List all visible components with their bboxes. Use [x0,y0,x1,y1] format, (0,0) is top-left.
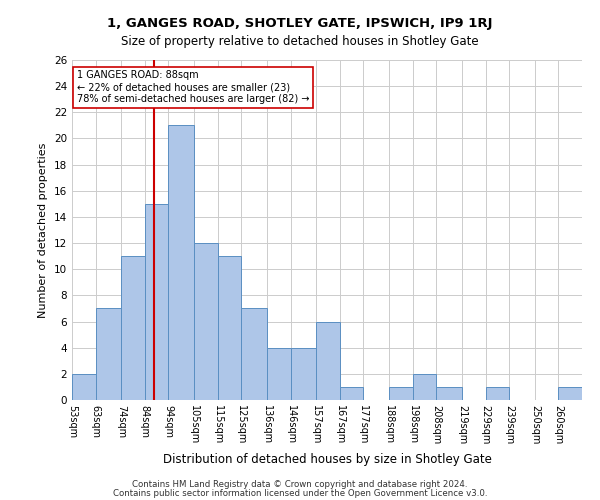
Bar [413,374,436,400]
Bar [389,387,413,400]
Bar [559,387,582,400]
X-axis label: Distribution of detached houses by size in Shotley Gate: Distribution of detached houses by size … [163,452,491,466]
Bar [95,308,121,400]
Text: Size of property relative to detached houses in Shotley Gate: Size of property relative to detached ho… [121,35,479,48]
Bar [218,256,241,400]
Bar [241,308,267,400]
Bar [194,243,218,400]
Bar [316,322,340,400]
Bar [290,348,316,400]
Bar [169,126,194,400]
Text: Contains HM Land Registry data © Crown copyright and database right 2024.: Contains HM Land Registry data © Crown c… [132,480,468,489]
Bar [145,204,169,400]
Y-axis label: Number of detached properties: Number of detached properties [38,142,49,318]
Bar [267,348,290,400]
Bar [121,256,145,400]
Bar [72,374,95,400]
Bar [340,387,364,400]
Text: 1 GANGES ROAD: 88sqm
← 22% of detached houses are smaller (23)
78% of semi-detac: 1 GANGES ROAD: 88sqm ← 22% of detached h… [77,70,309,104]
Bar [436,387,462,400]
Bar [485,387,509,400]
Text: Contains public sector information licensed under the Open Government Licence v3: Contains public sector information licen… [113,490,487,498]
Text: 1, GANGES ROAD, SHOTLEY GATE, IPSWICH, IP9 1RJ: 1, GANGES ROAD, SHOTLEY GATE, IPSWICH, I… [107,18,493,30]
